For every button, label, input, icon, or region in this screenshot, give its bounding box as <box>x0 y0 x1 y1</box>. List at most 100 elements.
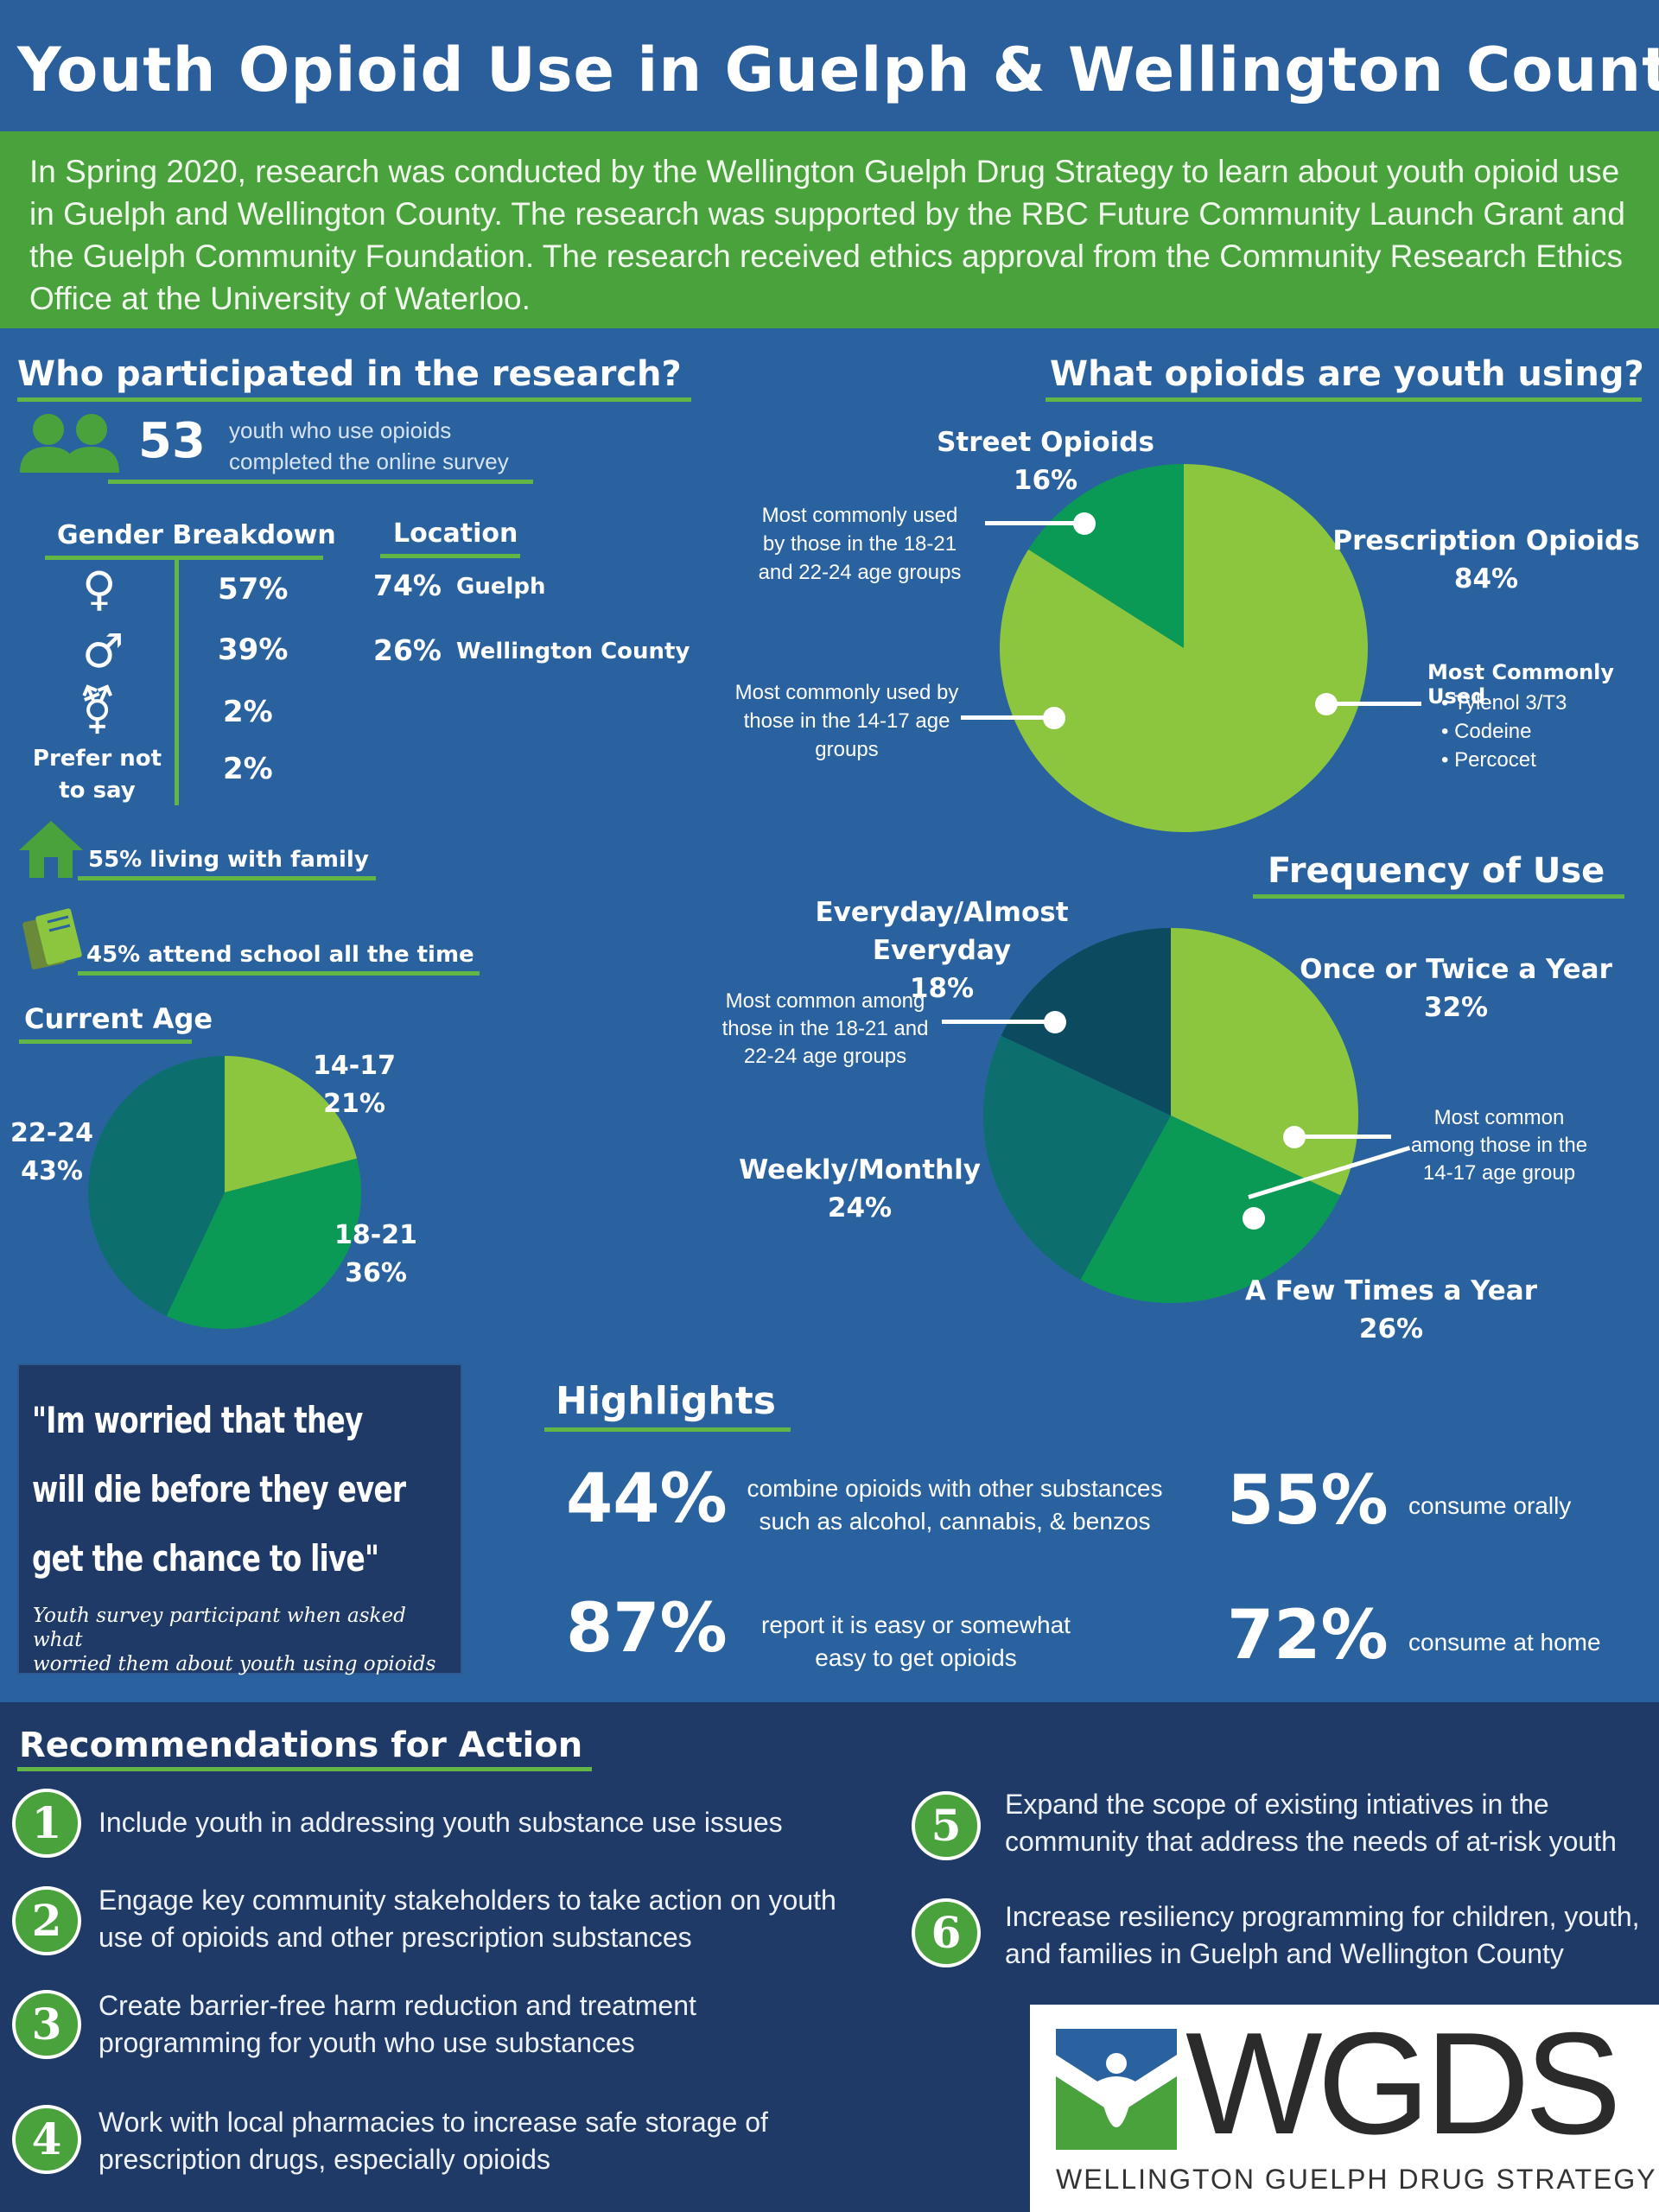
few-times-label: A Few Times a Year 26% <box>1244 1272 1538 1348</box>
recommendation-number-3: 3 <box>12 1990 81 2059</box>
everyday-name: Everyday/Almost Everyday <box>815 897 1069 966</box>
age-heading-underline <box>19 1039 192 1044</box>
everyday-value: 18% <box>909 973 975 1004</box>
house-icon <box>17 819 85 880</box>
weekly-monthly-label: Weekly/Monthly 24% <box>734 1151 985 1227</box>
everyday-note-line-1: Most common among <box>725 989 925 1013</box>
most-common-item-2: Codeine <box>1454 720 1532 743</box>
recommendation-3-line-2: programming for youth who use substances <box>99 2027 635 2058</box>
recommendation-1-line-1: Include youth in addressing youth substa… <box>99 1807 783 1838</box>
books-icon <box>22 903 89 972</box>
opioids-pie-chart <box>1000 464 1368 832</box>
frequency-pie-chart <box>983 928 1358 1303</box>
once-twice-note-dot <box>1283 1126 1306 1148</box>
participant-count-underline <box>108 480 533 484</box>
highlight-44-text: combine opioids with other substances su… <box>739 1472 1171 1538</box>
recommendation-2-line-2: use of opioids and other prescription su… <box>99 1922 692 1953</box>
most-common-item-3: Percocet <box>1454 748 1536 772</box>
participants-heading: Who participated in the research? <box>17 354 682 394</box>
common-list-dot <box>1315 693 1338 715</box>
gender-divider <box>175 559 179 805</box>
street-note-connector <box>985 521 1084 525</box>
recommendation-1-text: Include youth in addressing youth substa… <box>99 1804 783 1841</box>
highlight-44-line-1: combine opioids with other substances <box>747 1475 1163 1502</box>
gender-prefer-not-label: Prefer not to say <box>26 743 168 807</box>
rx-note-line-3: groups <box>815 738 879 761</box>
everyday-note: Most common among those in the 18-21 and… <box>709 988 942 1071</box>
highlights-heading: Highlights <box>556 1379 776 1423</box>
recommendation-5-line-1: Expand the scope of existing intiatives … <box>1005 1789 1549 1820</box>
intro-banner: In Spring 2020, research was conducted b… <box>0 131 1659 328</box>
recommendation-number-5: 5 <box>912 1791 981 1860</box>
street-note-line-3: and 22-24 age groups <box>758 561 962 584</box>
recommendation-5-text: Expand the scope of existing intiatives … <box>1005 1786 1617 1860</box>
prefer-not-line-2: to say <box>59 778 136 804</box>
gender-trans-value: 2% <box>223 695 273 729</box>
highlight-87-line-1: report it is easy or somewhat <box>761 1611 1071 1638</box>
highlight-44-line-2: such as alcohol, cannabis, & benzos <box>759 1508 1151 1535</box>
rx-note-line-2: those in the 14-17 age <box>743 709 950 733</box>
prescription-opioids-note: Most commonly used by those in the 14-17… <box>717 678 976 764</box>
recommendation-4-text: Work with local pharmacies to increase s… <box>99 2104 768 2178</box>
rx-note-dot <box>1043 707 1065 729</box>
frequency-heading-underline <box>1253 894 1624 899</box>
street-opioids-name: Street Opioids <box>937 427 1154 458</box>
participant-count-text: youth who use opioids completed the onli… <box>229 415 509 477</box>
age-14-17-category: 14-17 <box>313 1051 396 1081</box>
street-note-line-2: by those in the 18-21 <box>762 532 957 556</box>
wgds-wordmark: WGDS <box>1185 2002 1622 2164</box>
location-guelph-name: Guelph <box>456 574 546 600</box>
common-list-connector <box>1326 702 1421 706</box>
pie-slice-weekly-monthly <box>983 1035 1171 1281</box>
location-wellington-value: 26% <box>373 633 442 667</box>
recommendations-heading: Recommendations for Action <box>19 1726 583 1765</box>
gender-male-value: 39% <box>218 632 289 667</box>
recommendation-3-text: Create barrier-free harm reduction and t… <box>99 1987 696 2062</box>
everyday-note-line-3: 22-24 age groups <box>743 1045 907 1068</box>
living-with-family-text: 55% living with family <box>88 847 369 873</box>
prescription-opioids-name: Prescription Opioids <box>1332 525 1640 556</box>
age-18-21-category: 18-21 <box>334 1220 417 1250</box>
frequency-heading: Frequency of Use <box>1268 851 1605 891</box>
gender-prefer-not-value: 2% <box>223 752 273 786</box>
recommendation-3-line-1: Create barrier-free harm reduction and t… <box>99 1990 696 2021</box>
wgds-logo: WGDS WELLINGTON GUELPH DRUG STRATEGY <box>1030 2005 1659 2212</box>
title-banner: Youth Opioid Use in Guelph & Wellington … <box>0 0 1659 131</box>
recommendation-6-text: Increase resiliency programming for chil… <box>1005 1898 1640 1973</box>
location-wellington-name: Wellington County <box>456 639 690 664</box>
age-18-21-label: 18-21 36% <box>333 1217 419 1293</box>
once-twice-name: Once or Twice a Year <box>1300 954 1612 985</box>
everyday-note-line-2: those in the 18-21 and <box>721 1017 929 1040</box>
living-with-family-underline <box>78 876 376 880</box>
highlight-72-text: consume at home <box>1408 1629 1601 1656</box>
age-22-24-category: 22-24 <box>10 1118 93 1148</box>
transgender-icon: ⚧ <box>78 683 118 737</box>
highlight-55-value: 55% <box>1227 1462 1389 1540</box>
recommendation-number-4: 4 <box>12 2105 81 2174</box>
once-twice-label: Once or Twice a Year 32% <box>1296 950 1616 1027</box>
pie-slice-age-22-24 <box>87 1056 225 1316</box>
pie-slice-once-twice-year <box>1171 928 1358 1196</box>
age-18-21-value: 36 <box>345 1258 381 1288</box>
quote-line-1: "Im worried that they <box>32 1399 363 1441</box>
street-opioids-value: 16% <box>1013 465 1078 496</box>
highlights-heading-underline <box>544 1427 791 1432</box>
pie-slice-age-14-17 <box>225 1056 358 1192</box>
quote-text: "Im worried that they will die before th… <box>32 1386 406 1593</box>
weekly-monthly-name: Weekly/Monthly <box>739 1154 981 1185</box>
quote-caption: Youth survey participant when asked what… <box>33 1604 461 1676</box>
everyday-label: Everyday/Almost Everyday 18% <box>752 893 1132 1007</box>
highlight-87-text: report it is easy or somewhat easy to ge… <box>743 1609 1089 1675</box>
location-heading-underline <box>380 554 520 558</box>
quote-line-2: will die before they ever <box>32 1468 406 1510</box>
age-22-24-value: 43 <box>21 1156 57 1186</box>
once-twice-note-line-3: 14-17 age group <box>1422 1161 1576 1185</box>
street-note-dot <box>1073 512 1096 535</box>
female-icon: ♀ <box>82 562 117 616</box>
pie-slice-age-18-21 <box>166 1158 362 1329</box>
once-twice-value: 32% <box>1423 992 1489 1023</box>
participants-heading-underline <box>17 397 691 402</box>
attend-school-underline <box>78 971 480 976</box>
most-common-item: • Tylenol 3/T3 <box>1441 691 1567 715</box>
gender-female-value: 57% <box>218 572 289 607</box>
